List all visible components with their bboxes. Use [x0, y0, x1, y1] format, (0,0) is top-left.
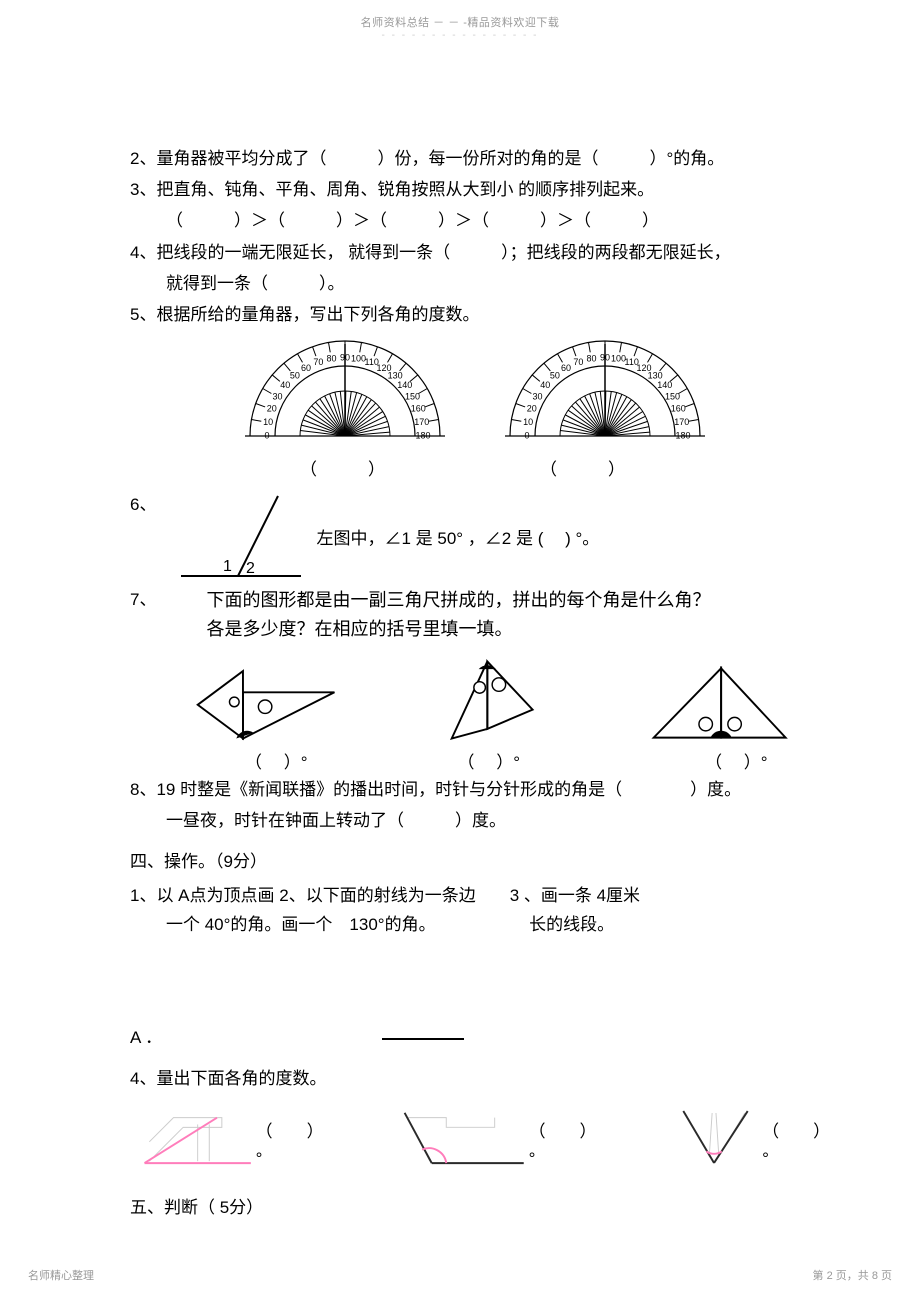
footer-left: 名师精心整理: [28, 1267, 94, 1283]
angle-3-label: （ ）°: [762, 1118, 834, 1172]
svg-text:70: 70: [313, 357, 323, 367]
triangle-pair-2: [444, 652, 540, 747]
header-dashes: - - - - - - - - - - - - - - - -: [0, 30, 920, 41]
op-line-2: 一个 40°的角。画一个 130°的角。 长的线段。: [130, 911, 790, 938]
svg-text:170: 170: [414, 417, 429, 427]
q7-num: 7、: [130, 586, 156, 644]
svg-text:70: 70: [573, 357, 583, 367]
svg-text:80: 80: [586, 354, 596, 364]
q8-a: 8、19 时整是《新闻联播》的播出时间，时针与分针形成的角是（ ）度。: [130, 776, 790, 803]
tri-label-2: （ ）°: [458, 749, 521, 776]
svg-text:60: 60: [301, 363, 311, 373]
a-point: A ．: [130, 1024, 790, 1051]
svg-text:40: 40: [540, 380, 550, 390]
q2: 2、量角器被平均分成了（ ）份，每一份所对的角的是（ ）°的角。: [130, 145, 790, 172]
section-5-heading: 五、判断（ 5分）: [130, 1194, 790, 1221]
q6-num: 6、: [130, 491, 156, 518]
svg-text:130: 130: [388, 371, 403, 381]
angle-1-label: （ ）°: [256, 1118, 328, 1172]
angle-2-label: （ ）°: [529, 1118, 601, 1172]
q5-paren-right: （ ）: [540, 456, 625, 483]
triangle-pair-3: [646, 657, 790, 747]
svg-text:90: 90: [340, 353, 350, 363]
svg-text:50: 50: [290, 371, 300, 381]
tri-label-3: （ ）°: [705, 749, 768, 776]
q7-l1: 下面的图形都是由一副三角尺拼成的，拼出的每个角是什么角？: [206, 586, 710, 615]
q4-a: 4、把线段的一端无限延长， 就得到一条（ ）；把线段的两段都无限延长，: [130, 239, 790, 266]
header-watermark: 名师资料总结 － － -精品资料欢迎下载: [0, 14, 920, 30]
a-point-label: A ．: [130, 1028, 162, 1047]
page-content: 2、量角器被平均分成了（ ）份，每一份所对的角的是（ ）°的角。 3、把直角、钝…: [130, 145, 790, 1228]
svg-text:0: 0: [524, 431, 529, 441]
section-4-heading: 四、操作。（9分）: [130, 848, 790, 875]
footer-right: 第 2 页，共 8 页: [813, 1267, 892, 1283]
svg-text:180: 180: [675, 431, 690, 441]
q6-text: 左图中，∠1 是 50° ，∠2 是 ( ) °。: [316, 525, 599, 552]
q6: 6、 1 2 左图中，∠1 是 50° ，∠2 是 ( ) °。: [130, 491, 790, 586]
svg-text:160: 160: [411, 404, 426, 414]
q3-line: 3、把直角、钝角、平角、周角、锐角按照从大到小 的顺序排列起来。: [130, 176, 790, 203]
svg-text:180: 180: [415, 431, 430, 441]
svg-text:10: 10: [263, 417, 273, 427]
svg-text:150: 150: [405, 392, 420, 402]
svg-text:170: 170: [674, 417, 689, 427]
q5-parens: （ ） （ ）: [130, 456, 790, 483]
q4-measure: 4、量出下面各角的度数。: [130, 1065, 790, 1092]
tri-label-1: （ ）°: [245, 749, 308, 776]
q6-diagram: 1 2: [176, 491, 306, 586]
protractor-left: 0102030405060708090100110120130140150160…: [240, 336, 450, 446]
angle1-label: 1: [223, 558, 232, 575]
svg-text:0: 0: [264, 431, 269, 441]
protractor-row: 0102030405060708090100110120130140150160…: [240, 336, 790, 446]
q8-b: 一昼夜，时针在钟面上转动了（ ）度。: [130, 807, 790, 834]
svg-text:90: 90: [600, 353, 610, 363]
svg-text:130: 130: [648, 371, 663, 381]
angle-3: [666, 1102, 762, 1172]
triangles-row: [190, 652, 790, 747]
q4-b: 就得到一条（ ）。: [130, 270, 790, 297]
triangle-pair-1: [190, 652, 339, 747]
svg-text:160: 160: [671, 404, 686, 414]
svg-text:150: 150: [665, 392, 680, 402]
svg-text:10: 10: [523, 417, 533, 427]
svg-text:20: 20: [267, 404, 277, 414]
svg-text:140: 140: [397, 380, 412, 390]
angle-1: [130, 1102, 256, 1172]
q5-line: 5、根据所给的量角器，写出下列各角的度数。: [130, 301, 790, 328]
svg-text:30: 30: [532, 392, 542, 402]
svg-text:20: 20: [527, 404, 537, 414]
q3-order: （ ）＞（ ）＞（ ）＞（ ）＞（ ）: [130, 207, 790, 234]
protractor-right: 0102030405060708090100110120130140150160…: [500, 336, 710, 446]
svg-text:30: 30: [272, 392, 282, 402]
angle2-label: 2: [246, 560, 255, 577]
svg-text:140: 140: [657, 380, 672, 390]
q7-l2: 各是多少度？在相应的括号里填一填。: [206, 615, 710, 644]
angle-2: [393, 1102, 529, 1172]
triangle-labels: （ ）° （ ）° （ ）°: [130, 749, 790, 776]
svg-text:60: 60: [561, 363, 571, 373]
angles-row: （ ）° （ ）° （ ）°: [130, 1102, 790, 1172]
q5-paren-left: （ ）: [300, 456, 385, 483]
svg-text:40: 40: [280, 380, 290, 390]
ray-line: [382, 1038, 464, 1040]
svg-text:50: 50: [550, 371, 560, 381]
op-line-1: 1、以 A点为顶点画 2、以下面的射线为一条边 3 、画一条 4厘米: [130, 882, 790, 909]
svg-text:80: 80: [326, 354, 336, 364]
